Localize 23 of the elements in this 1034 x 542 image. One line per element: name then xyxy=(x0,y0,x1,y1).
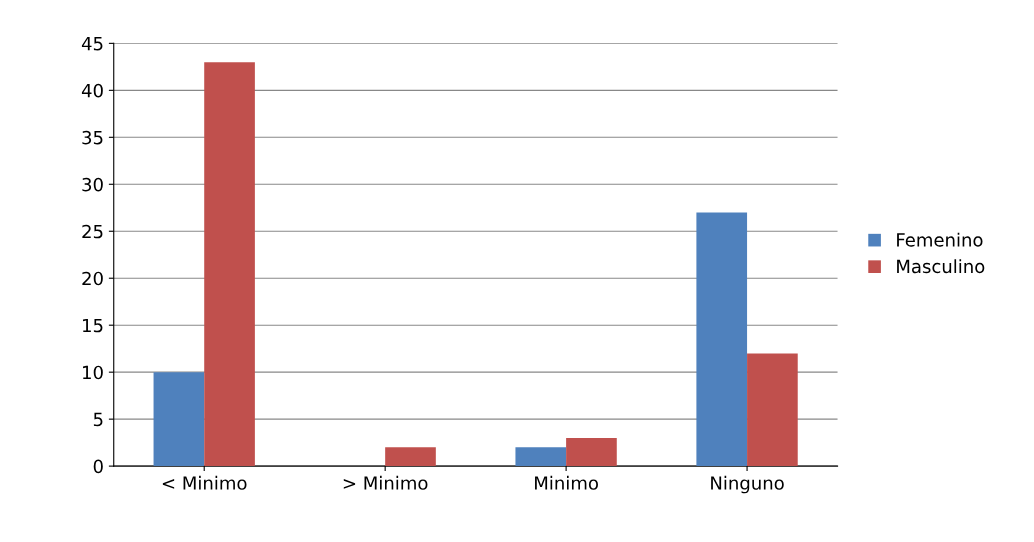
y-tick-label: 20 xyxy=(82,271,103,286)
y-tick-label: 5 xyxy=(93,412,103,427)
y-tick-label: 15 xyxy=(83,318,103,333)
y-tick-label: 35 xyxy=(82,130,103,145)
legend-label: Femenino xyxy=(897,232,983,247)
y-tick-label: 45 xyxy=(81,37,103,51)
bar xyxy=(385,447,436,467)
y-tick-label: 30 xyxy=(82,177,103,192)
y-tick-label: 10 xyxy=(83,365,103,380)
x-tick-label: < Minimo xyxy=(162,475,247,490)
bar xyxy=(747,353,798,467)
y-tick-label: 40 xyxy=(81,83,103,98)
y-tick-label: 0 xyxy=(93,459,103,474)
bar xyxy=(696,212,748,467)
legend-label: Masculino xyxy=(897,259,985,274)
bar xyxy=(153,372,205,467)
x-tick-label: Minimo xyxy=(535,475,598,490)
x-tick-label: Ninguno xyxy=(711,475,784,494)
bar xyxy=(204,62,255,467)
y-tick-label: 25 xyxy=(82,224,103,239)
x-tick-label: > Minimo xyxy=(343,475,428,490)
bar xyxy=(566,437,617,467)
bar xyxy=(515,447,567,467)
